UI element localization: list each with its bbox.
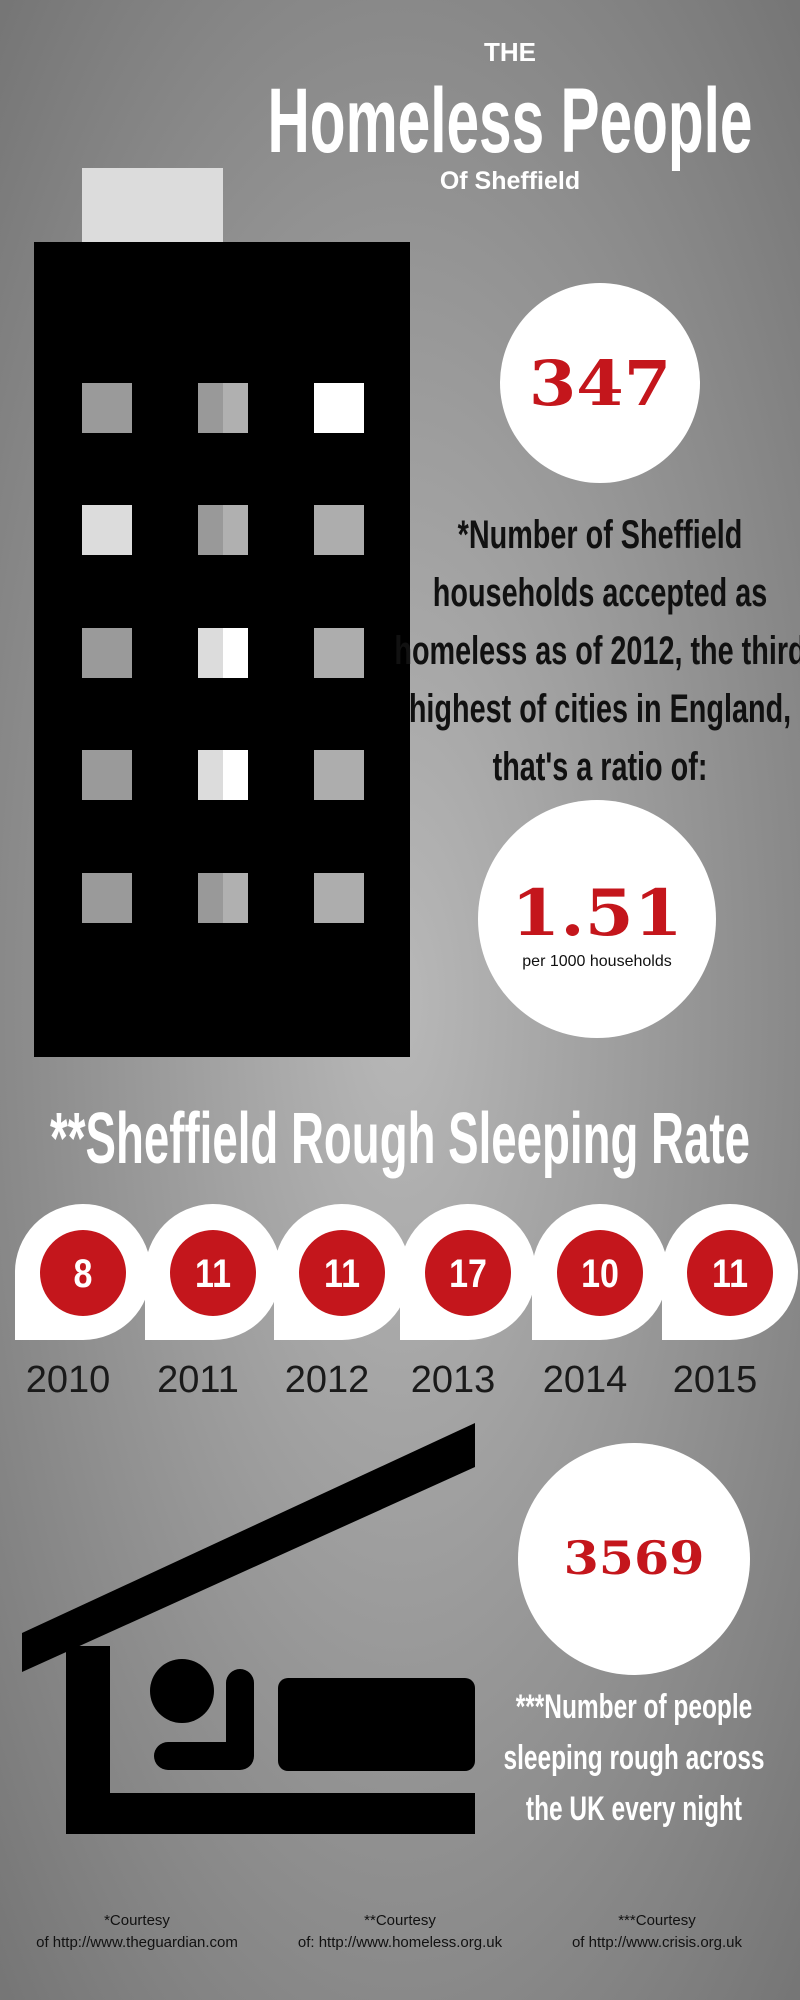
count: 11: [712, 1250, 748, 1295]
note-line: households accepted as: [433, 570, 767, 615]
count: 11: [324, 1250, 360, 1295]
credit-line: ***Courtesy: [618, 1912, 696, 1929]
credit-line: *Courtesy: [104, 1912, 170, 1929]
count: 17: [449, 1250, 487, 1295]
note-line: sleeping rough across: [503, 1739, 764, 1777]
note-line: that's a ratio of:: [493, 744, 708, 789]
uk-note: ***Number of people sleeping rough across…: [503, 1688, 764, 1828]
note-line: the UK every night: [526, 1790, 742, 1828]
count: 10: [581, 1250, 619, 1295]
credit-line: of: http://www.homeless.org.uk: [298, 1934, 503, 1951]
credits: *Courtesy of http://www.theguardian.com **…: [36, 1912, 742, 1951]
uk-value: 3569: [564, 1532, 705, 1585]
timeline: 8 2010 11 2011 11 2012 17 2013 10 2014 11 2015: [14, 1204, 798, 1401]
year: 2014: [543, 1359, 628, 1401]
year: 2010: [26, 1359, 111, 1401]
pre-title: THE: [484, 37, 536, 67]
count-circle: [170, 1230, 256, 1316]
section-title: **Sheffield Rough Sleeping Rate: [50, 1099, 750, 1179]
ratio-value: 1.51: [511, 875, 682, 950]
count-circle: [557, 1230, 643, 1316]
year: 2011: [157, 1359, 239, 1401]
shelter-icon: [22, 1423, 475, 1834]
title: Homeless People: [268, 70, 753, 172]
stat-circle: [478, 800, 716, 1038]
households-note: *Number of Sheffield households accepted …: [394, 512, 800, 789]
note-line: homeless as of 2012, the third: [394, 628, 800, 673]
credit-line: of http://www.crisis.org.uk: [572, 1934, 743, 1951]
ratio-unit: per 1000 households: [522, 953, 671, 970]
subtitle: Of Sheffield: [440, 167, 580, 195]
credit-line: **Courtesy: [364, 1912, 436, 1929]
note-line: highest of cities in England,: [409, 686, 791, 731]
stat-circle: [518, 1443, 750, 1675]
count-circle: [40, 1230, 126, 1316]
year: 2012: [285, 1359, 370, 1401]
households-value: 347: [529, 348, 671, 420]
year: 2015: [673, 1359, 758, 1401]
count: 11: [195, 1250, 231, 1295]
year: 2013: [411, 1359, 496, 1401]
note-line: *Number of Sheffield: [458, 512, 743, 557]
count: 8: [74, 1250, 93, 1295]
count-circle: [299, 1230, 385, 1316]
building-icon: [34, 168, 410, 1057]
count-circle: [425, 1230, 511, 1316]
credit-line: of http://www.theguardian.com: [36, 1934, 238, 1951]
count-circle: [687, 1230, 773, 1316]
stat-circle: [500, 283, 700, 483]
note-line: ***Number of people: [516, 1688, 753, 1726]
